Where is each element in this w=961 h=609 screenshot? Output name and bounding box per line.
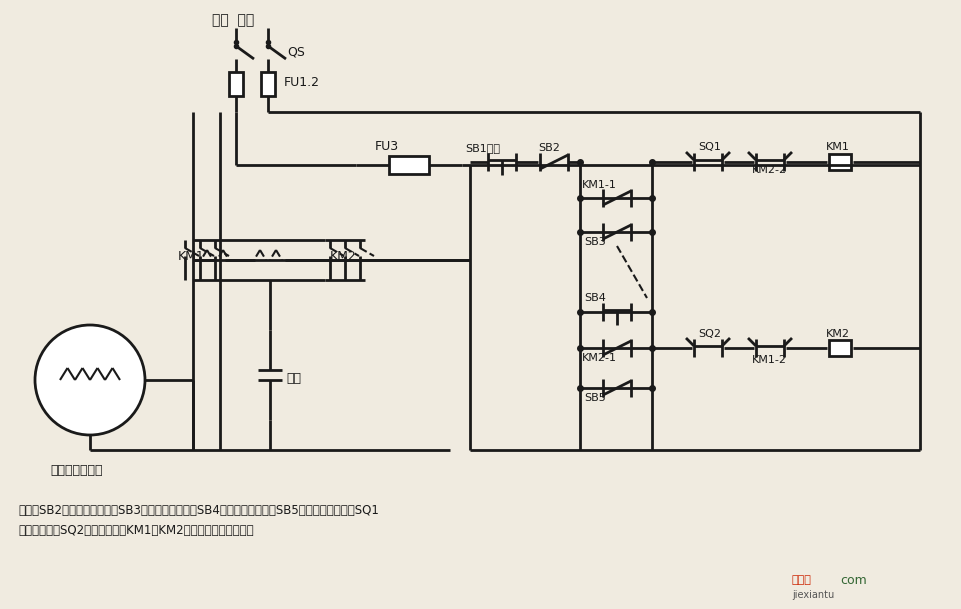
Text: SB3: SB3 — [583, 237, 605, 247]
Text: 单相电容电动机: 单相电容电动机 — [50, 463, 103, 476]
Text: SQ1: SQ1 — [698, 142, 720, 152]
Text: SB4: SB4 — [583, 293, 605, 303]
Text: KM2: KM2 — [330, 250, 357, 262]
Text: 火线  零线: 火线 零线 — [211, 13, 254, 27]
Text: FU3: FU3 — [375, 139, 399, 152]
Text: 接线图: 接线图 — [791, 575, 811, 585]
Text: KM1: KM1 — [178, 250, 205, 262]
Bar — [828, 340, 850, 356]
Bar — [229, 72, 243, 96]
Text: KM1: KM1 — [825, 142, 849, 152]
Text: jiexiantu: jiexiantu — [791, 590, 833, 600]
Text: QS: QS — [286, 46, 305, 58]
Bar — [388, 156, 429, 174]
Text: KM2-2: KM2-2 — [752, 165, 786, 175]
Text: 电容: 电容 — [285, 371, 301, 384]
Text: 说明：SB2为上升启动按钮，SB3为上升点动按钮，SB4为下降启动按钮，SB5为下降点动按钮；SQ1: 说明：SB2为上升启动按钮，SB3为上升点动按钮，SB4为下降启动按钮，SB5为… — [18, 504, 379, 516]
Text: SB2: SB2 — [537, 143, 559, 153]
Text: KM2: KM2 — [825, 329, 850, 339]
Text: com: com — [839, 574, 866, 586]
Text: 为最高限位，SQ2为最低限位。KM1、KM2可用中间继电器代替。: 为最高限位，SQ2为最低限位。KM1、KM2可用中间继电器代替。 — [18, 524, 254, 537]
Text: KM1-2: KM1-2 — [752, 355, 786, 365]
Circle shape — [35, 325, 145, 435]
Text: KM1-1: KM1-1 — [581, 180, 616, 190]
Text: SB5: SB5 — [583, 393, 605, 403]
Text: KM2-1: KM2-1 — [581, 353, 616, 363]
Bar — [828, 154, 850, 170]
Text: FU1.2: FU1.2 — [283, 76, 320, 88]
Bar — [260, 72, 275, 96]
Text: SQ2: SQ2 — [698, 329, 720, 339]
Text: SB1停止: SB1停止 — [464, 143, 500, 153]
